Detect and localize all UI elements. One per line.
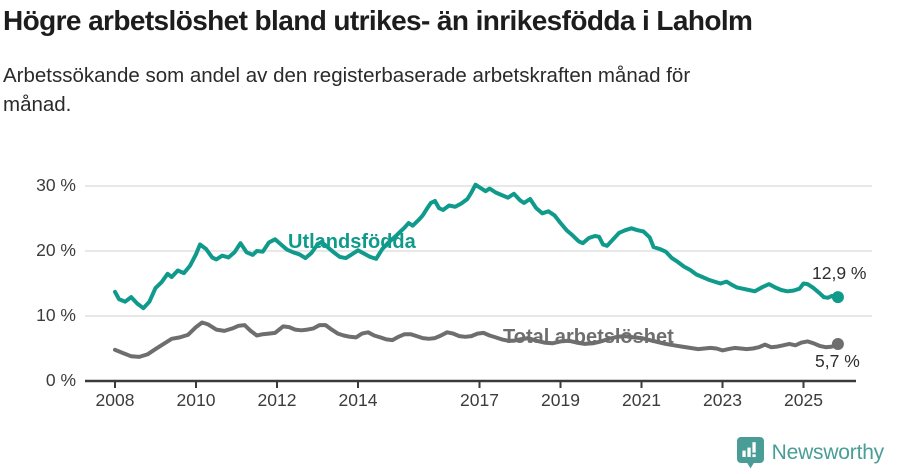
series-line-utlandsf-dda <box>113 182 840 311</box>
chart-subtitle-line2: månad. <box>3 93 72 117</box>
chart-subtitle-line1: Arbetssökande som andel av den registerb… <box>3 64 691 87</box>
x-axis-tick-label: 2025 <box>784 390 823 410</box>
logo-bar-medium <box>747 447 751 457</box>
series-end-dot <box>831 337 844 350</box>
y-axis-tick-label: 10 % <box>36 305 76 325</box>
x-axis-tick-label: 2017 <box>460 390 499 410</box>
x-axis-tick-label: 2023 <box>703 390 742 410</box>
series-end-dot <box>831 291 844 304</box>
chart-subtitle: Arbetssökande som andel av den registerb… <box>3 61 863 119</box>
brand-name: Newsworthy <box>771 441 885 464</box>
x-axis-tick-label: 2010 <box>176 390 216 410</box>
x-axis-tick-label: 2014 <box>338 390 378 410</box>
x-axis-tick-label: 2012 <box>257 390 297 410</box>
end-value-label-utlandsfodda: 12,9 % <box>812 263 867 283</box>
end-value-label-total-arbetsloshet: 5,7 % <box>815 351 860 371</box>
series-line-total-arbetsl-shet <box>113 320 840 359</box>
logo-exclamation-dot <box>752 454 756 457</box>
x-axis-tick-label: 2021 <box>622 390 661 410</box>
page-title: Högre arbetslöshet bland utrikes- än inr… <box>3 5 753 36</box>
logo-bar-short <box>742 450 746 457</box>
x-axis-tick-label: 2008 <box>95 390 135 410</box>
x-axis-tick-label: 2019 <box>541 390 580 410</box>
footer-brand: Newsworthy <box>736 436 884 470</box>
logo-exclamation-bar <box>752 442 756 453</box>
y-axis-tick-label: 20 % <box>36 240 76 260</box>
y-axis-tick-label: 30 % <box>36 175 76 195</box>
newsworthy-logo-pin-icon <box>736 437 764 469</box>
series-label-utlandsfodda: Utlandsfödda <box>288 231 416 253</box>
series-label-total-arbetsloshet: Total arbetslöshet <box>503 326 674 348</box>
y-axis-tick-label: 0 % <box>45 370 76 390</box>
